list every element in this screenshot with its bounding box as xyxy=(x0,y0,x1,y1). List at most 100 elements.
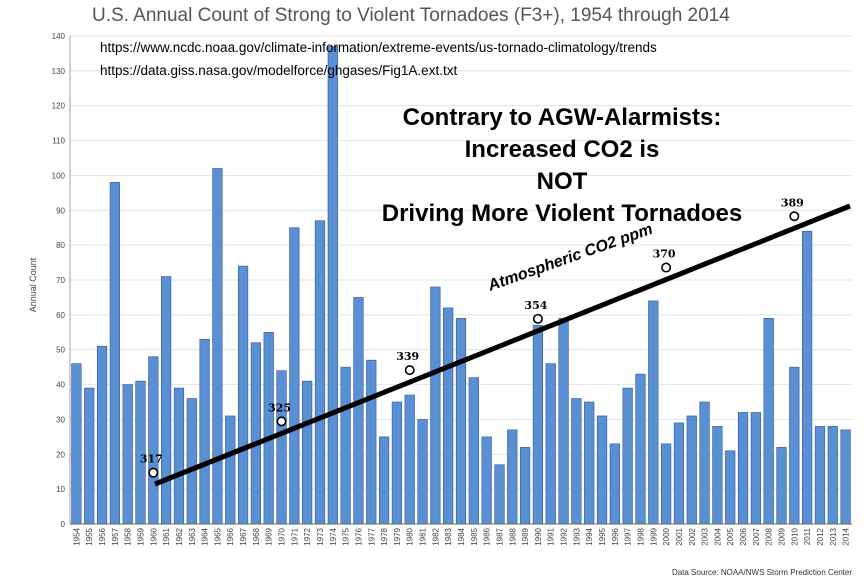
co2-value-label: 317 xyxy=(140,453,163,466)
x-tick-label: 1976 xyxy=(354,527,363,545)
bar-2002 xyxy=(686,415,697,525)
x-tick-label: 1966 xyxy=(226,527,235,545)
bar-1987 xyxy=(494,464,505,525)
bar-1972 xyxy=(302,380,313,525)
x-tick-label: 1996 xyxy=(611,527,620,545)
bar-1973 xyxy=(314,220,326,525)
bar-1961 xyxy=(161,276,172,525)
bar-2014 xyxy=(840,429,851,525)
bar-1999 xyxy=(648,300,659,525)
headline-line-1: Contrary to AGW-Alarmists: xyxy=(403,104,722,131)
x-tick-label: 1971 xyxy=(290,527,299,545)
x-tick-label: 1958 xyxy=(124,527,133,545)
x-tick-label: 1988 xyxy=(508,527,517,545)
x-tick-label: 1956 xyxy=(98,527,107,545)
headline-line-2: Increased CO2 is xyxy=(465,136,660,163)
bar-2009 xyxy=(776,447,787,525)
x-tick-label: 1977 xyxy=(367,527,376,545)
x-tick-label: 1997 xyxy=(624,527,633,545)
bar-1960 xyxy=(148,356,159,525)
bar-1996 xyxy=(609,443,620,525)
x-tick-label: 1970 xyxy=(278,527,287,545)
bar-1993 xyxy=(571,398,582,525)
x-tick-label: 2004 xyxy=(713,527,722,545)
bar-2011 xyxy=(802,230,813,525)
x-tick-label: 2006 xyxy=(739,527,748,545)
x-tick-label: 1960 xyxy=(149,527,158,545)
source-url-1: https://www.ncdc.noaa.gov/climate-inform… xyxy=(100,40,657,55)
bar-1990 xyxy=(532,325,544,525)
bar-1986 xyxy=(481,436,492,525)
bar-1989 xyxy=(519,447,531,525)
bar-2008 xyxy=(763,318,774,525)
bar-1980 xyxy=(404,394,415,525)
co2-marker-1990 xyxy=(532,313,543,324)
bar-1994 xyxy=(584,401,595,525)
bars xyxy=(71,46,851,525)
y-tick-label: 110 xyxy=(52,137,65,146)
x-tick-label: 1992 xyxy=(560,527,569,545)
co2-marker-1980 xyxy=(404,365,415,376)
bar-1985 xyxy=(468,377,479,525)
bar-1970 xyxy=(276,370,287,525)
bar-2005 xyxy=(725,450,736,525)
bar-1995 xyxy=(596,415,608,525)
x-tick-label: 1982 xyxy=(431,527,440,545)
bar-1956 xyxy=(96,345,108,525)
x-tick-label: 1972 xyxy=(303,527,312,545)
co2-value-label: 354 xyxy=(524,299,547,312)
headline-line-4: Driving More Violent Tornadoes xyxy=(382,200,743,227)
bar-1979 xyxy=(391,401,403,525)
bar-2003 xyxy=(699,401,710,525)
y-tick-label: 60 xyxy=(56,311,65,320)
bar-2006 xyxy=(737,412,749,525)
co2-value-label: 325 xyxy=(268,401,291,414)
bar-2007 xyxy=(750,412,761,525)
headline-line-3: NOT xyxy=(537,168,588,195)
x-tick-label: 1981 xyxy=(419,527,428,545)
y-tick-label: 100 xyxy=(52,171,66,180)
bar-1971 xyxy=(289,227,300,525)
bar-1998 xyxy=(635,373,646,525)
bar-1975 xyxy=(340,366,351,525)
x-tick-label: 1965 xyxy=(213,527,222,545)
co2-marker-1960 xyxy=(148,467,159,478)
co2-trend-label: Atmospheric CO2 ppm xyxy=(485,221,655,295)
bar-1966 xyxy=(225,415,236,525)
bar-1976 xyxy=(353,297,364,525)
x-tick-label: 1955 xyxy=(85,527,94,545)
y-tick-label: 30 xyxy=(56,415,65,424)
y-tick-label: 120 xyxy=(52,102,66,111)
co2-marker-1970 xyxy=(276,416,287,427)
x-tick-label: 1985 xyxy=(470,527,479,545)
bar-1969 xyxy=(263,331,274,525)
bar-1988 xyxy=(507,429,518,525)
x-tick-label: 1993 xyxy=(572,527,581,545)
bar-2001 xyxy=(673,422,685,525)
co2-trend-line xyxy=(154,203,851,487)
bar-1992 xyxy=(558,318,569,525)
bar-1963 xyxy=(186,398,197,525)
x-tick-label: 1975 xyxy=(342,527,351,545)
x-tick-label: 1963 xyxy=(188,527,197,545)
x-tick-label: 1980 xyxy=(406,527,415,545)
x-tick-label: 2008 xyxy=(765,527,774,545)
x-tick-label: 1954 xyxy=(72,527,81,545)
bar-1962 xyxy=(173,387,185,525)
co2-value-label: 339 xyxy=(396,350,419,363)
y-tick-label: 140 xyxy=(52,32,66,41)
bar-2013 xyxy=(827,426,838,525)
x-tick-label: 1964 xyxy=(201,527,210,545)
x-tick-label: 2003 xyxy=(701,527,710,545)
bar-2004 xyxy=(712,426,723,525)
x-tick-label: 1974 xyxy=(329,527,338,545)
x-tick-label: 2007 xyxy=(752,527,761,545)
x-tick-label: 1969 xyxy=(265,527,274,545)
x-tick-label: 1957 xyxy=(111,527,120,545)
y-axis-ticks: 0 10 20 30 40 50 60 70 80 90 100 110 120 130 140 xyxy=(52,32,66,529)
bar-1978 xyxy=(378,436,390,525)
bar-1984 xyxy=(455,318,467,525)
y-tick-label: 0 xyxy=(61,520,66,529)
chart-title: U.S. Annual Count of Strong to Violent T… xyxy=(92,5,730,26)
